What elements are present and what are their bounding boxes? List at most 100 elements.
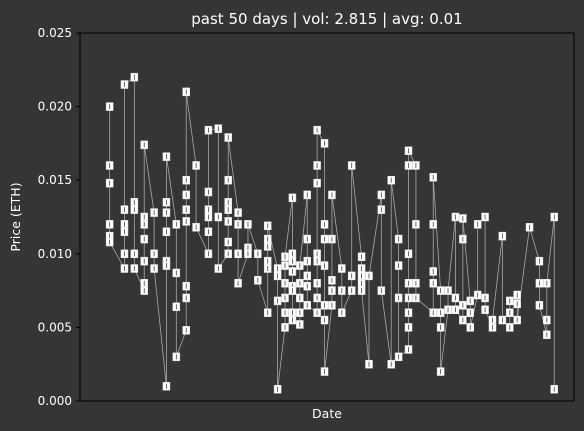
data-point xyxy=(150,208,158,217)
data-point xyxy=(550,384,558,394)
connector-segment xyxy=(351,165,362,257)
data-point xyxy=(254,249,262,259)
data-point xyxy=(429,278,437,288)
data-point xyxy=(273,384,282,394)
connector-segment xyxy=(299,194,308,266)
data-point xyxy=(288,249,297,259)
data-point xyxy=(320,220,329,229)
data-point xyxy=(377,205,386,214)
data-point xyxy=(172,268,181,278)
data-point xyxy=(182,87,190,97)
data-point xyxy=(273,271,282,281)
connector-segment xyxy=(185,91,197,166)
data-point xyxy=(451,212,460,222)
data-point xyxy=(288,308,297,317)
data-point xyxy=(473,220,482,229)
data-point xyxy=(313,278,321,288)
data-point xyxy=(263,234,272,244)
data-point xyxy=(313,293,321,303)
data-point xyxy=(328,301,336,310)
data-point xyxy=(498,231,507,241)
data-point xyxy=(162,152,171,161)
data-point xyxy=(214,264,223,273)
data-point xyxy=(394,261,403,270)
data-point xyxy=(404,308,413,317)
connector-segment xyxy=(462,218,471,301)
data-point xyxy=(182,205,190,214)
data-point xyxy=(436,286,445,295)
data-point xyxy=(357,252,366,261)
data-point xyxy=(394,234,403,244)
data-point xyxy=(296,293,304,303)
data-point xyxy=(234,278,242,288)
data-point xyxy=(404,278,413,288)
connector-segment xyxy=(277,327,286,390)
data-point xyxy=(303,281,311,291)
data-point xyxy=(214,212,223,222)
data-point xyxy=(394,293,403,303)
data-point xyxy=(394,352,403,362)
chart-title: past 50 days | vol: 2.815 | avg: 0.01 xyxy=(191,10,462,28)
connector-segment xyxy=(227,137,239,213)
data-point xyxy=(303,234,311,244)
connector-segment xyxy=(195,227,209,254)
data-points xyxy=(105,72,558,394)
data-point xyxy=(513,299,521,309)
data-point xyxy=(273,264,282,273)
data-point xyxy=(459,301,467,310)
data-point xyxy=(513,315,521,325)
connector-segment xyxy=(284,197,293,257)
data-point xyxy=(204,227,213,236)
data-point xyxy=(120,264,129,273)
connector-segment xyxy=(440,309,449,372)
data-point xyxy=(412,278,420,288)
data-point xyxy=(182,190,190,200)
data-point xyxy=(281,252,289,261)
data-point xyxy=(436,367,445,376)
data-point xyxy=(162,198,171,207)
y-tick-label: 0.010 xyxy=(38,247,72,261)
data-point xyxy=(182,281,190,291)
data-point xyxy=(328,286,336,295)
data-point xyxy=(288,286,297,295)
data-point xyxy=(281,278,289,288)
data-point xyxy=(404,146,413,156)
data-point xyxy=(105,220,114,229)
data-point xyxy=(459,234,467,244)
data-point xyxy=(459,315,467,325)
connector-segment xyxy=(380,290,392,365)
data-point xyxy=(288,256,297,266)
data-point xyxy=(550,212,558,222)
data-point xyxy=(162,208,171,217)
y-axis-label: Price (ETH) xyxy=(8,182,23,251)
connector-segment xyxy=(492,236,503,321)
data-point xyxy=(328,234,336,244)
data-point xyxy=(444,286,452,295)
x-axis-label: Date xyxy=(312,406,342,421)
data-point xyxy=(281,293,289,303)
data-point xyxy=(140,256,148,266)
connector-segment xyxy=(166,156,177,225)
data-point xyxy=(412,161,420,170)
data-point xyxy=(303,301,311,310)
data-point xyxy=(224,237,232,247)
data-point xyxy=(263,256,272,266)
data-point xyxy=(387,359,395,369)
data-point xyxy=(535,256,544,266)
data-point xyxy=(204,187,213,197)
data-point xyxy=(347,286,356,295)
plot-frame xyxy=(79,32,575,402)
data-point xyxy=(451,293,460,303)
data-point xyxy=(377,190,386,200)
data-point xyxy=(357,264,366,273)
data-point xyxy=(130,264,139,273)
data-point xyxy=(224,133,232,142)
data-point xyxy=(296,261,304,270)
data-point xyxy=(263,264,272,273)
data-point xyxy=(543,315,551,325)
connector-segment xyxy=(324,305,333,372)
data-point xyxy=(436,323,445,332)
data-point xyxy=(338,264,346,273)
data-point xyxy=(466,323,475,332)
data-point xyxy=(498,315,507,325)
